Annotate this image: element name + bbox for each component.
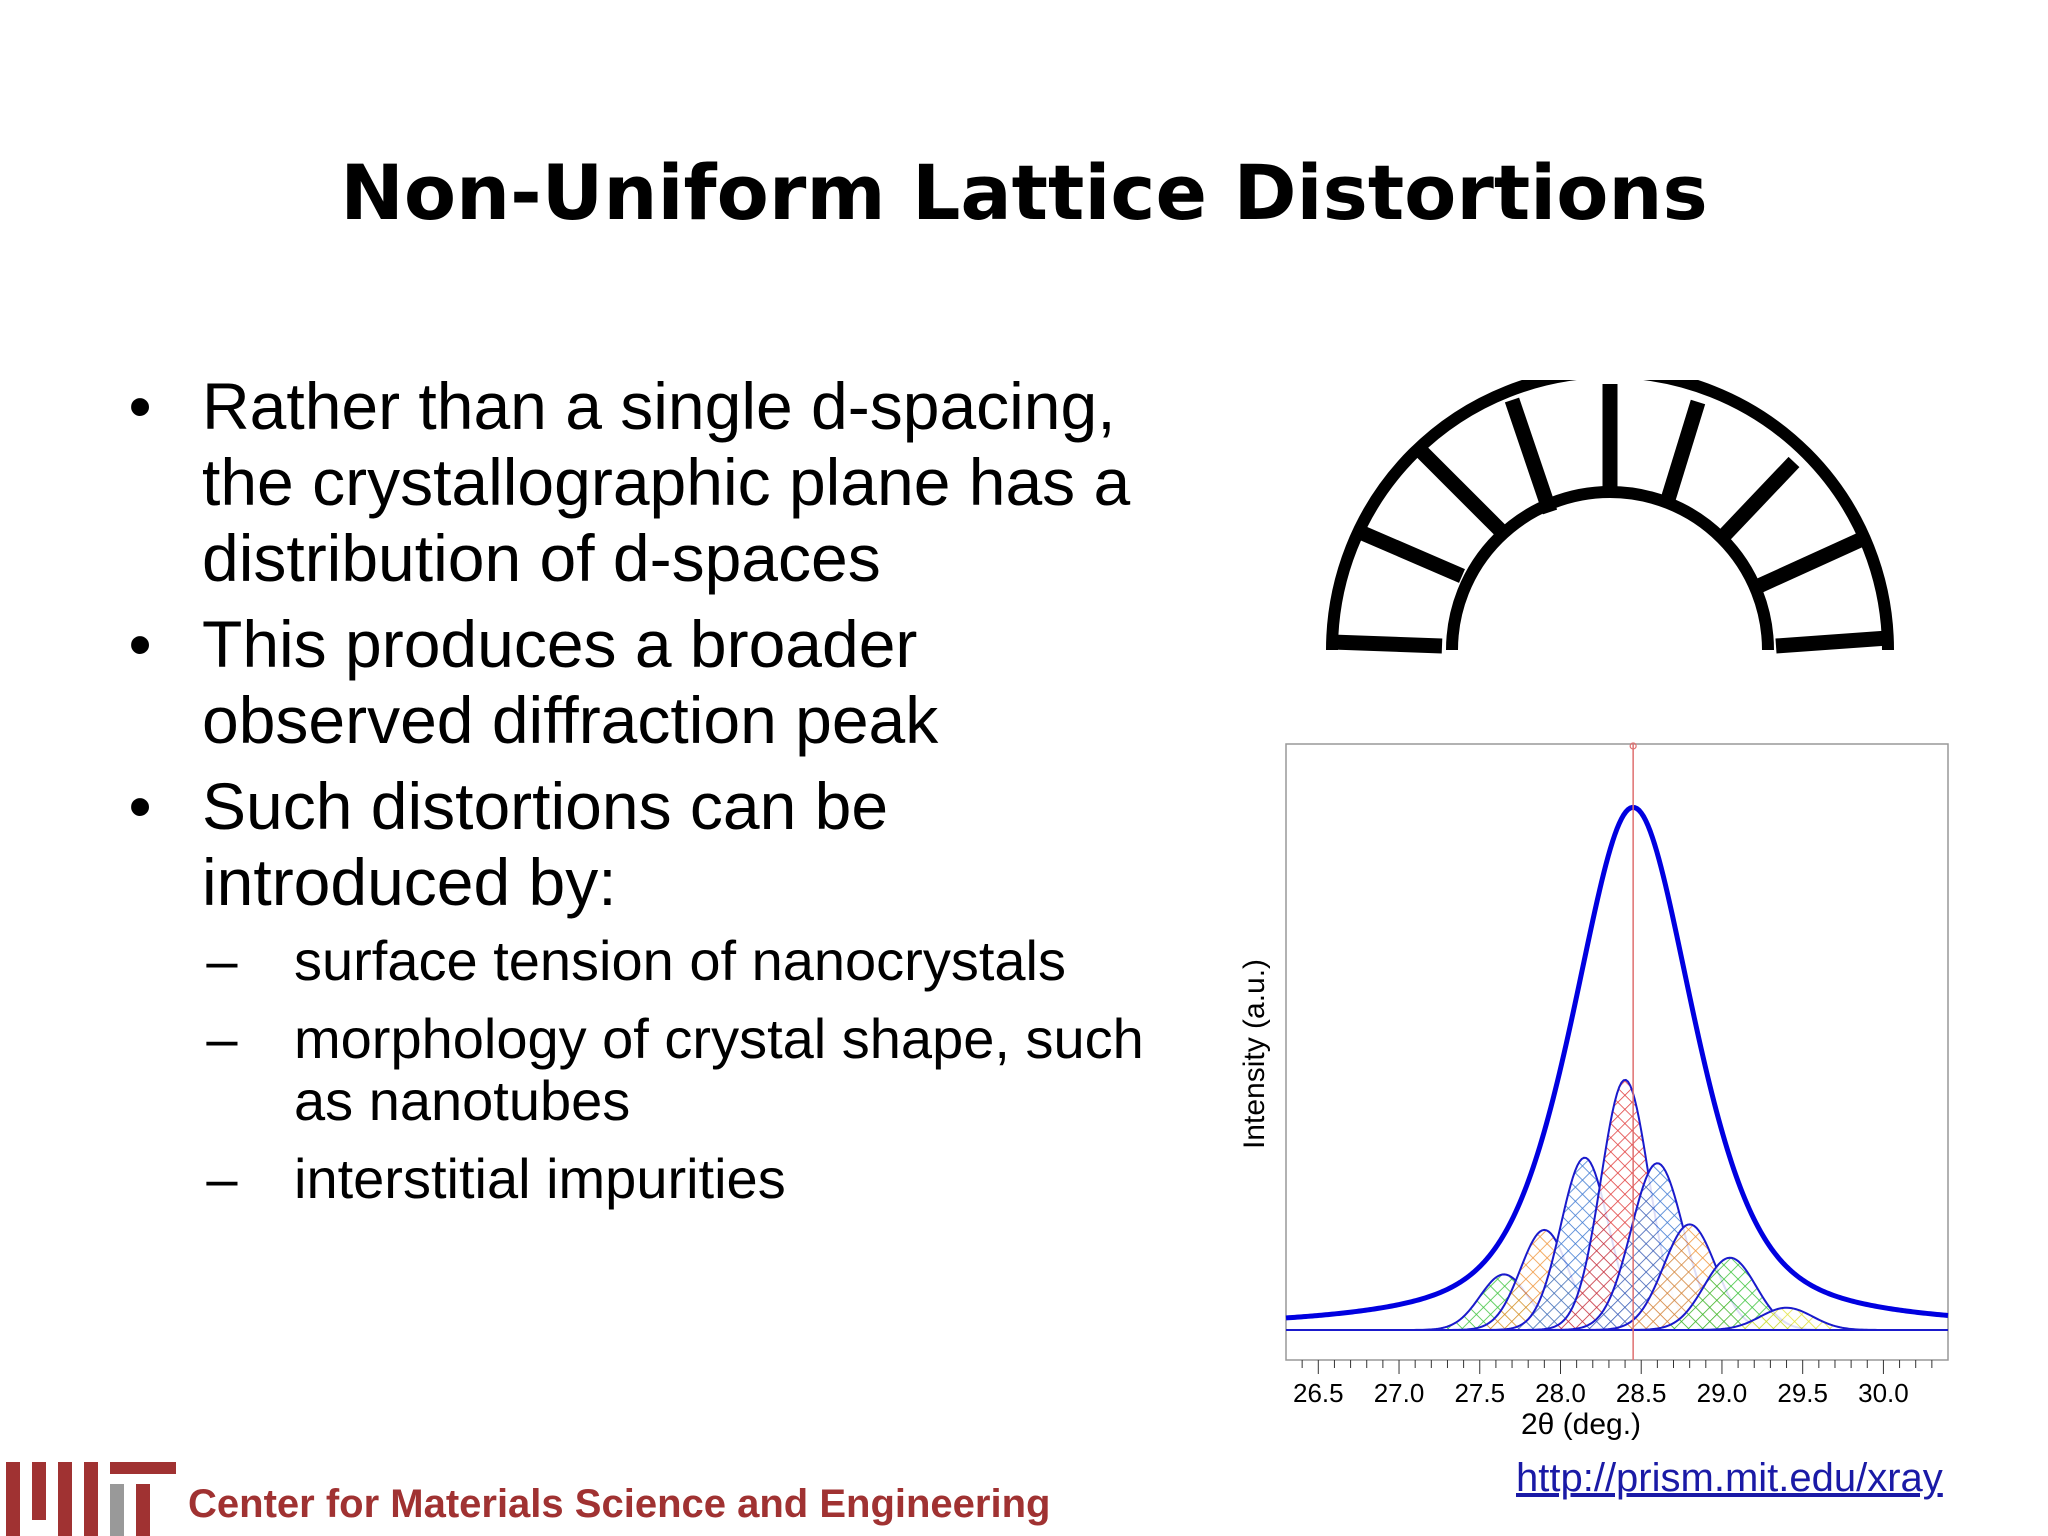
subbullet-symbol: – (206, 1147, 238, 1210)
lattice-plane-line (1775, 630, 1889, 654)
bullet-line: Such distortions can be (202, 769, 889, 843)
bullet-symbol: • (128, 369, 152, 443)
bullet-line: This produces a broader (202, 607, 918, 681)
lattice-plane-line (1712, 456, 1800, 548)
subbullet-line: as nanotubes (294, 1069, 631, 1132)
bullet-line: the crystallographic plane has a (202, 445, 1131, 519)
envelope-layer (1285, 804, 1949, 1321)
bullet-symbol: • (128, 607, 152, 681)
reference-marker (1629, 742, 1637, 750)
bullet-line: distribution of d-spaces (202, 521, 881, 595)
lattice-plane-line (1414, 444, 1508, 538)
lattice-plane-line (1746, 533, 1864, 597)
y-axis-label: Intensity (a.u.) (1238, 959, 1271, 1149)
bullet-symbol: • (128, 769, 152, 843)
subbullet-item: – morphology of crystal shape, such as n… (202, 1008, 1200, 1132)
subbullet-line: morphology of crystal shape, such (294, 1007, 1144, 1070)
x-tick-label: 29.0 (1697, 1378, 1748, 1408)
x-axis-ticks: 26.5 27.0 27.5 28.0 28.5 29.0 29.5 30.0 (1293, 1360, 1933, 1408)
subbullet-symbol: – (206, 1007, 238, 1070)
diffraction-peak-chart: 26.5 27.0 27.5 28.0 28.5 29.0 29.5 30.0 Intensi… (1238, 742, 1949, 1441)
bullet-list: • Rather than a single d-spacing, the cr… (120, 368, 1200, 1226)
lattice-plane-line (1331, 634, 1443, 654)
subbullet-symbol: – (206, 929, 238, 992)
envelope-peak-curve (1285, 804, 1949, 1321)
slide-title: Non-Uniform Lattice Distortions (340, 148, 1708, 237)
mit-logo (6, 1462, 176, 1536)
x-tick-label: 27.5 (1454, 1378, 1505, 1408)
subbullet-line: surface tension of nanocrystals (294, 929, 1066, 992)
subbullet-item: – surface tension of nanocrystals (202, 930, 1200, 992)
footer-organization: Center for Materials Science and Enginee… (188, 1482, 1051, 1526)
bullet-item: • Such distortions can be introduced by: (120, 768, 1200, 920)
lattice-distortion-diagram (1326, 380, 1894, 654)
x-tick-label: 30.0 (1858, 1378, 1909, 1408)
source-url-link[interactable]: http://prism.mit.edu/xray (1516, 1456, 1943, 1500)
x-tick-label: 28.0 (1535, 1378, 1586, 1408)
arch-outer-arc (1326, 380, 1894, 651)
bullet-item: • Rather than a single d-spacing, the cr… (120, 368, 1200, 596)
x-tick-label: 29.5 (1777, 1378, 1828, 1408)
subbullet-list: – surface tension of nanocrystals – morp… (202, 930, 1200, 1210)
lattice-plane-line (1658, 399, 1706, 509)
bullet-line: introduced by: (202, 845, 617, 919)
subbullet-item: – interstitial impurities (202, 1148, 1200, 1210)
arch-inner-arc (1446, 486, 1774, 651)
subbullet-line: interstitial impurities (294, 1147, 786, 1210)
bullet-line: observed diffraction peak (202, 683, 939, 757)
x-axis-label: 2θ (deg.) (1521, 1408, 1641, 1441)
lattice-plane-line (1504, 397, 1558, 515)
component-peaks (1286, 1078, 1948, 1331)
x-tick-label: 26.5 (1293, 1378, 1344, 1408)
component-peak-curve (1286, 1306, 1948, 1331)
lattice-plane-line (1357, 525, 1465, 583)
bullet-item: • This produces a broader observed diffr… (120, 606, 1200, 758)
x-tick-label: 28.5 (1616, 1378, 1667, 1408)
bullet-line: Rather than a single d-spacing, (202, 369, 1116, 443)
x-tick-label: 27.0 (1374, 1378, 1425, 1408)
